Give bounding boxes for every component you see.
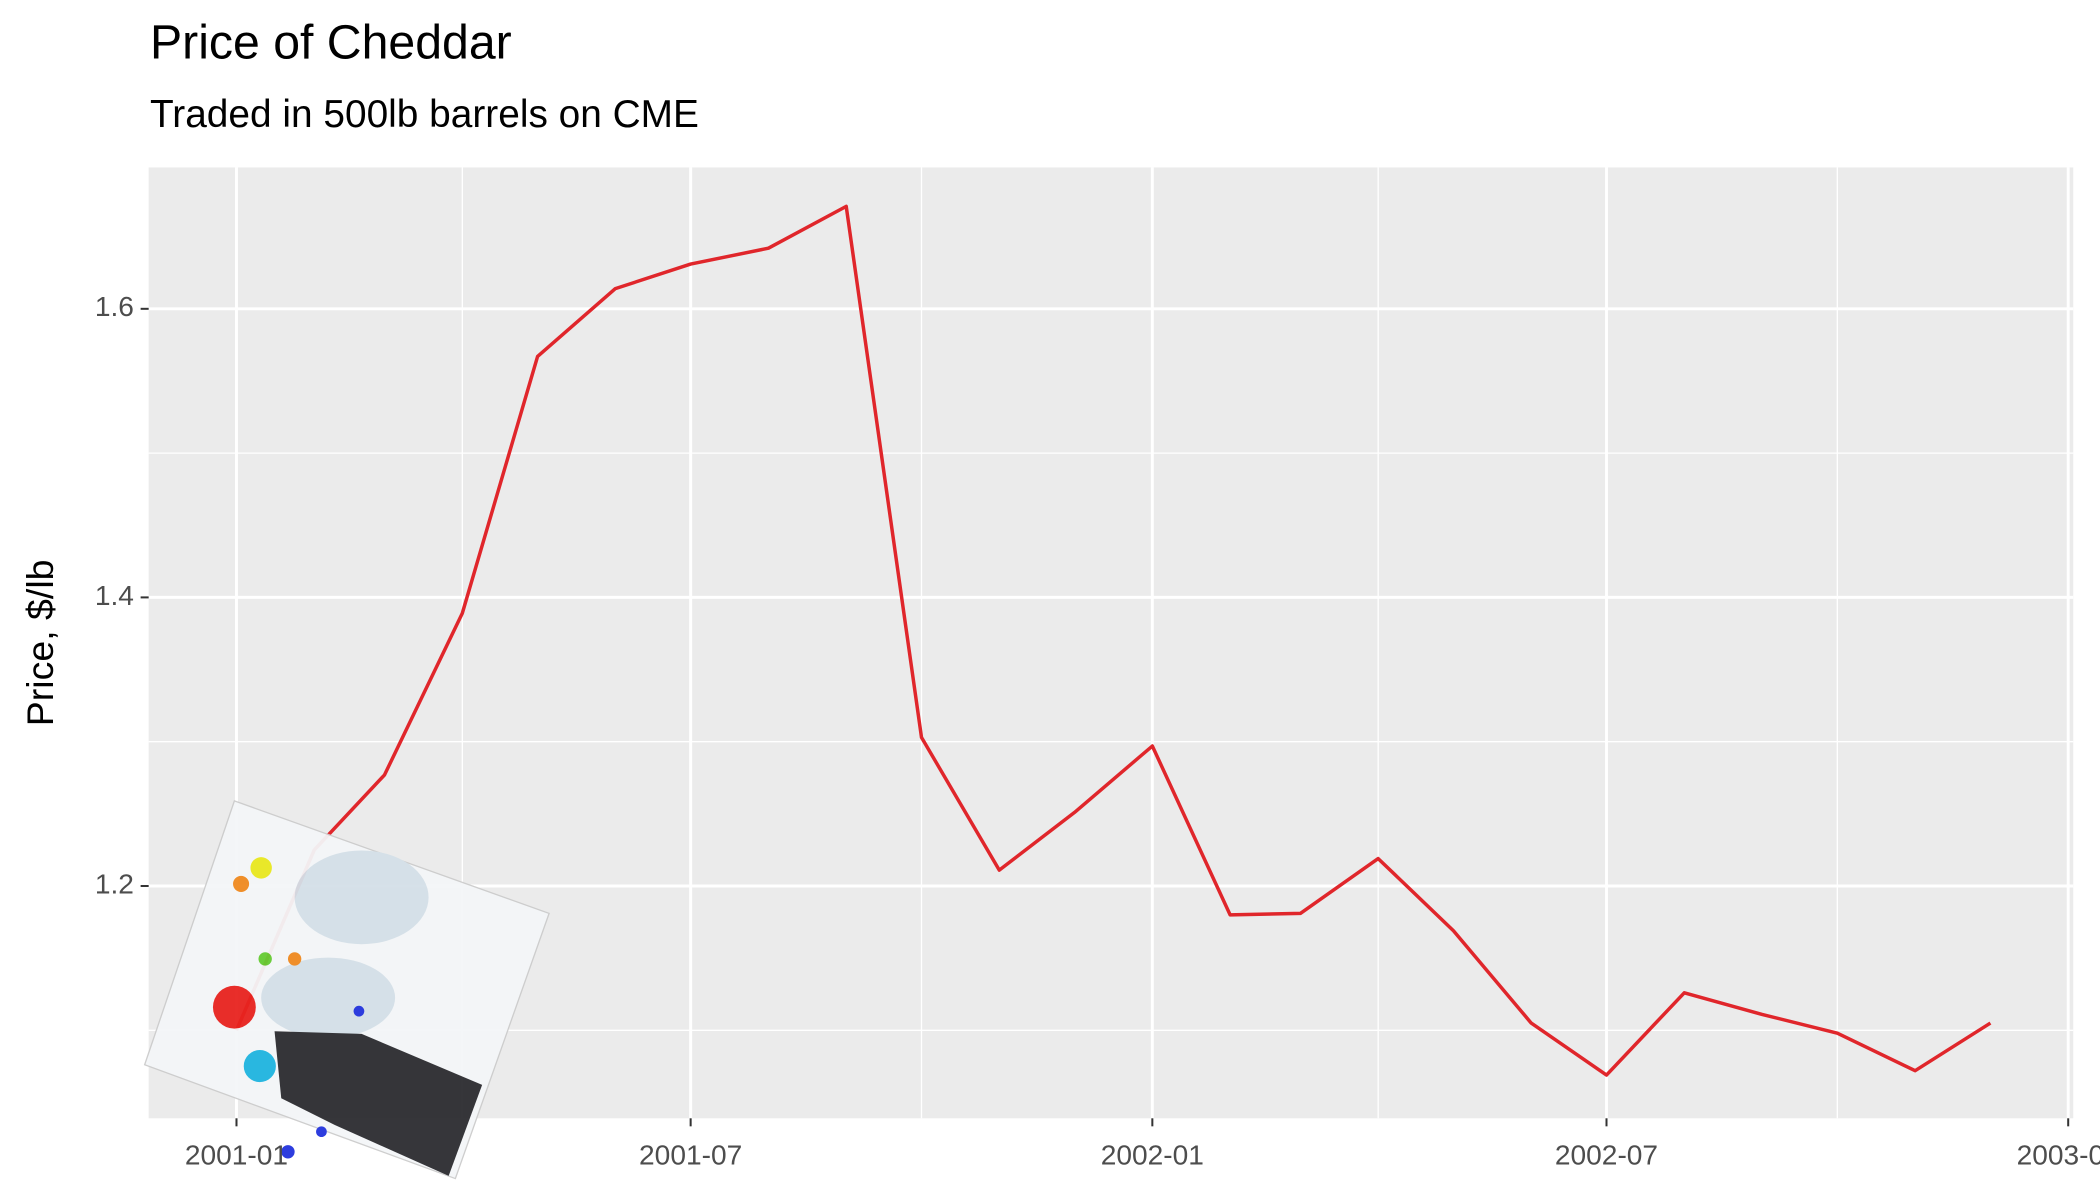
overlay-dot bbox=[250, 857, 272, 879]
y-tick-label: 1.2 bbox=[95, 868, 134, 899]
y-tick-label: 1.4 bbox=[95, 580, 134, 611]
overlay-figure bbox=[274, 1031, 483, 1176]
chart-subtitle: Traded in 500lb barrels on CME bbox=[150, 93, 699, 136]
overlay-shape bbox=[294, 850, 429, 945]
y-axis-label: Price, $/lb bbox=[19, 559, 61, 726]
y-tick-label: 1.6 bbox=[95, 291, 134, 322]
overlay-dot bbox=[281, 1145, 295, 1159]
x-tick-label: 2001-01 bbox=[185, 1140, 288, 1171]
chart-title: Price of Cheddar bbox=[150, 15, 512, 69]
overlay-image bbox=[143, 800, 550, 1180]
x-tick-label: 2002-01 bbox=[1101, 1140, 1204, 1171]
overlay-dot bbox=[353, 1005, 365, 1017]
overlay-dot bbox=[233, 875, 250, 892]
overlay-shape bbox=[261, 957, 396, 1038]
line bbox=[234, 204, 1992, 1077]
x-tick-label: 2003-01 bbox=[2017, 1140, 2100, 1171]
overlay-dot bbox=[243, 1050, 276, 1083]
overlay-dot bbox=[287, 952, 302, 966]
overlay-dot bbox=[258, 952, 272, 966]
x-tick-label: 2002-07 bbox=[1555, 1140, 1658, 1171]
overlay-dot bbox=[212, 985, 256, 1029]
x-tick-label: 2001-07 bbox=[639, 1140, 742, 1171]
marks bbox=[234, 204, 1992, 1077]
overlay-dot bbox=[316, 1126, 327, 1138]
